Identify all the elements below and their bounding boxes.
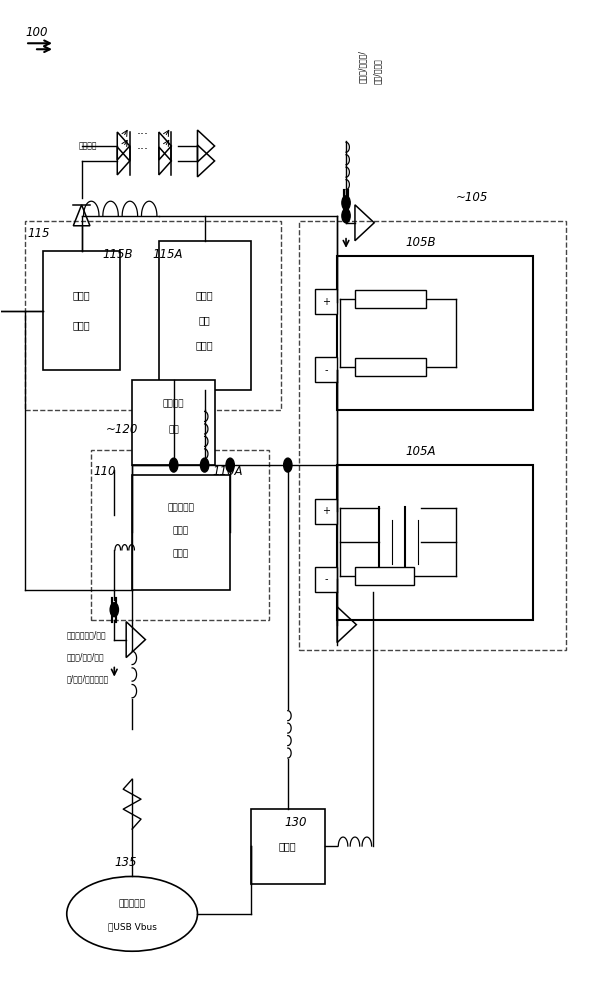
Text: +: + — [322, 506, 330, 516]
Text: 115A: 115A — [153, 248, 183, 261]
Bar — [132, 475, 230, 590]
Text: ···: ··· — [137, 128, 149, 141]
Text: 105B: 105B — [405, 236, 436, 249]
Text: 相机/显示）: 相机/显示） — [373, 58, 381, 84]
Bar — [91, 450, 269, 620]
Circle shape — [110, 603, 118, 617]
Text: 转换器: 转换器 — [196, 340, 213, 350]
Bar — [298, 221, 566, 650]
Text: 135: 135 — [114, 856, 137, 869]
Text: 100: 100 — [25, 26, 48, 39]
Text: 115: 115 — [27, 227, 50, 240]
Text: 直流: 直流 — [199, 316, 211, 326]
Text: 器/射频/输入输出）: 器/射频/输入输出） — [67, 674, 109, 683]
Bar — [355, 290, 426, 308]
Text: 110: 110 — [94, 465, 116, 478]
Bar — [315, 499, 337, 524]
Circle shape — [342, 209, 350, 223]
Bar — [132, 380, 216, 465]
Text: 降压式直流: 降压式直流 — [167, 503, 194, 512]
Bar — [251, 809, 325, 884]
Text: 交流转接器: 交流转接器 — [119, 899, 146, 908]
Text: 电路: 电路 — [168, 426, 179, 435]
Bar — [315, 289, 337, 314]
Circle shape — [201, 458, 209, 472]
Circle shape — [170, 458, 178, 472]
Text: 转换器: 转换器 — [173, 549, 189, 558]
Text: -: - — [324, 365, 328, 375]
Circle shape — [284, 458, 292, 472]
Bar — [337, 256, 533, 410]
Text: 130: 130 — [284, 816, 307, 829]
Bar — [43, 251, 120, 370]
Bar — [337, 465, 533, 620]
Text: ~120: ~120 — [106, 423, 138, 436]
Text: ···: ··· — [137, 143, 149, 156]
Text: 能量传递: 能量传递 — [163, 400, 184, 409]
Bar — [159, 241, 251, 390]
Circle shape — [226, 458, 235, 472]
Text: ~105: ~105 — [456, 191, 488, 204]
Text: 处理器/核心/存储: 处理器/核心/存储 — [67, 652, 104, 661]
Text: 转换器: 转换器 — [73, 320, 90, 330]
Text: 115B: 115B — [103, 248, 133, 261]
Bar — [315, 357, 337, 382]
Text: 对直流: 对直流 — [173, 526, 189, 535]
Text: 105A: 105A — [405, 445, 436, 458]
Text: 升压式: 升压式 — [73, 291, 90, 301]
Bar — [315, 567, 337, 592]
Text: +: + — [322, 297, 330, 307]
Circle shape — [342, 196, 350, 210]
Text: （音频/闪光灯/: （音频/闪光灯/ — [358, 50, 367, 83]
Bar — [355, 567, 414, 585]
Text: 直流对: 直流对 — [196, 291, 213, 301]
Bar — [25, 221, 281, 410]
Text: 110A: 110A — [213, 465, 243, 478]
Text: 或USB Vbus: 或USB Vbus — [107, 922, 156, 931]
Text: 充电器: 充电器 — [279, 841, 297, 851]
Bar — [355, 358, 426, 376]
Text: -: - — [324, 574, 328, 584]
Text: （中央处理器/图形: （中央处理器/图形 — [67, 630, 106, 639]
Text: （背光）: （背光） — [79, 141, 97, 150]
